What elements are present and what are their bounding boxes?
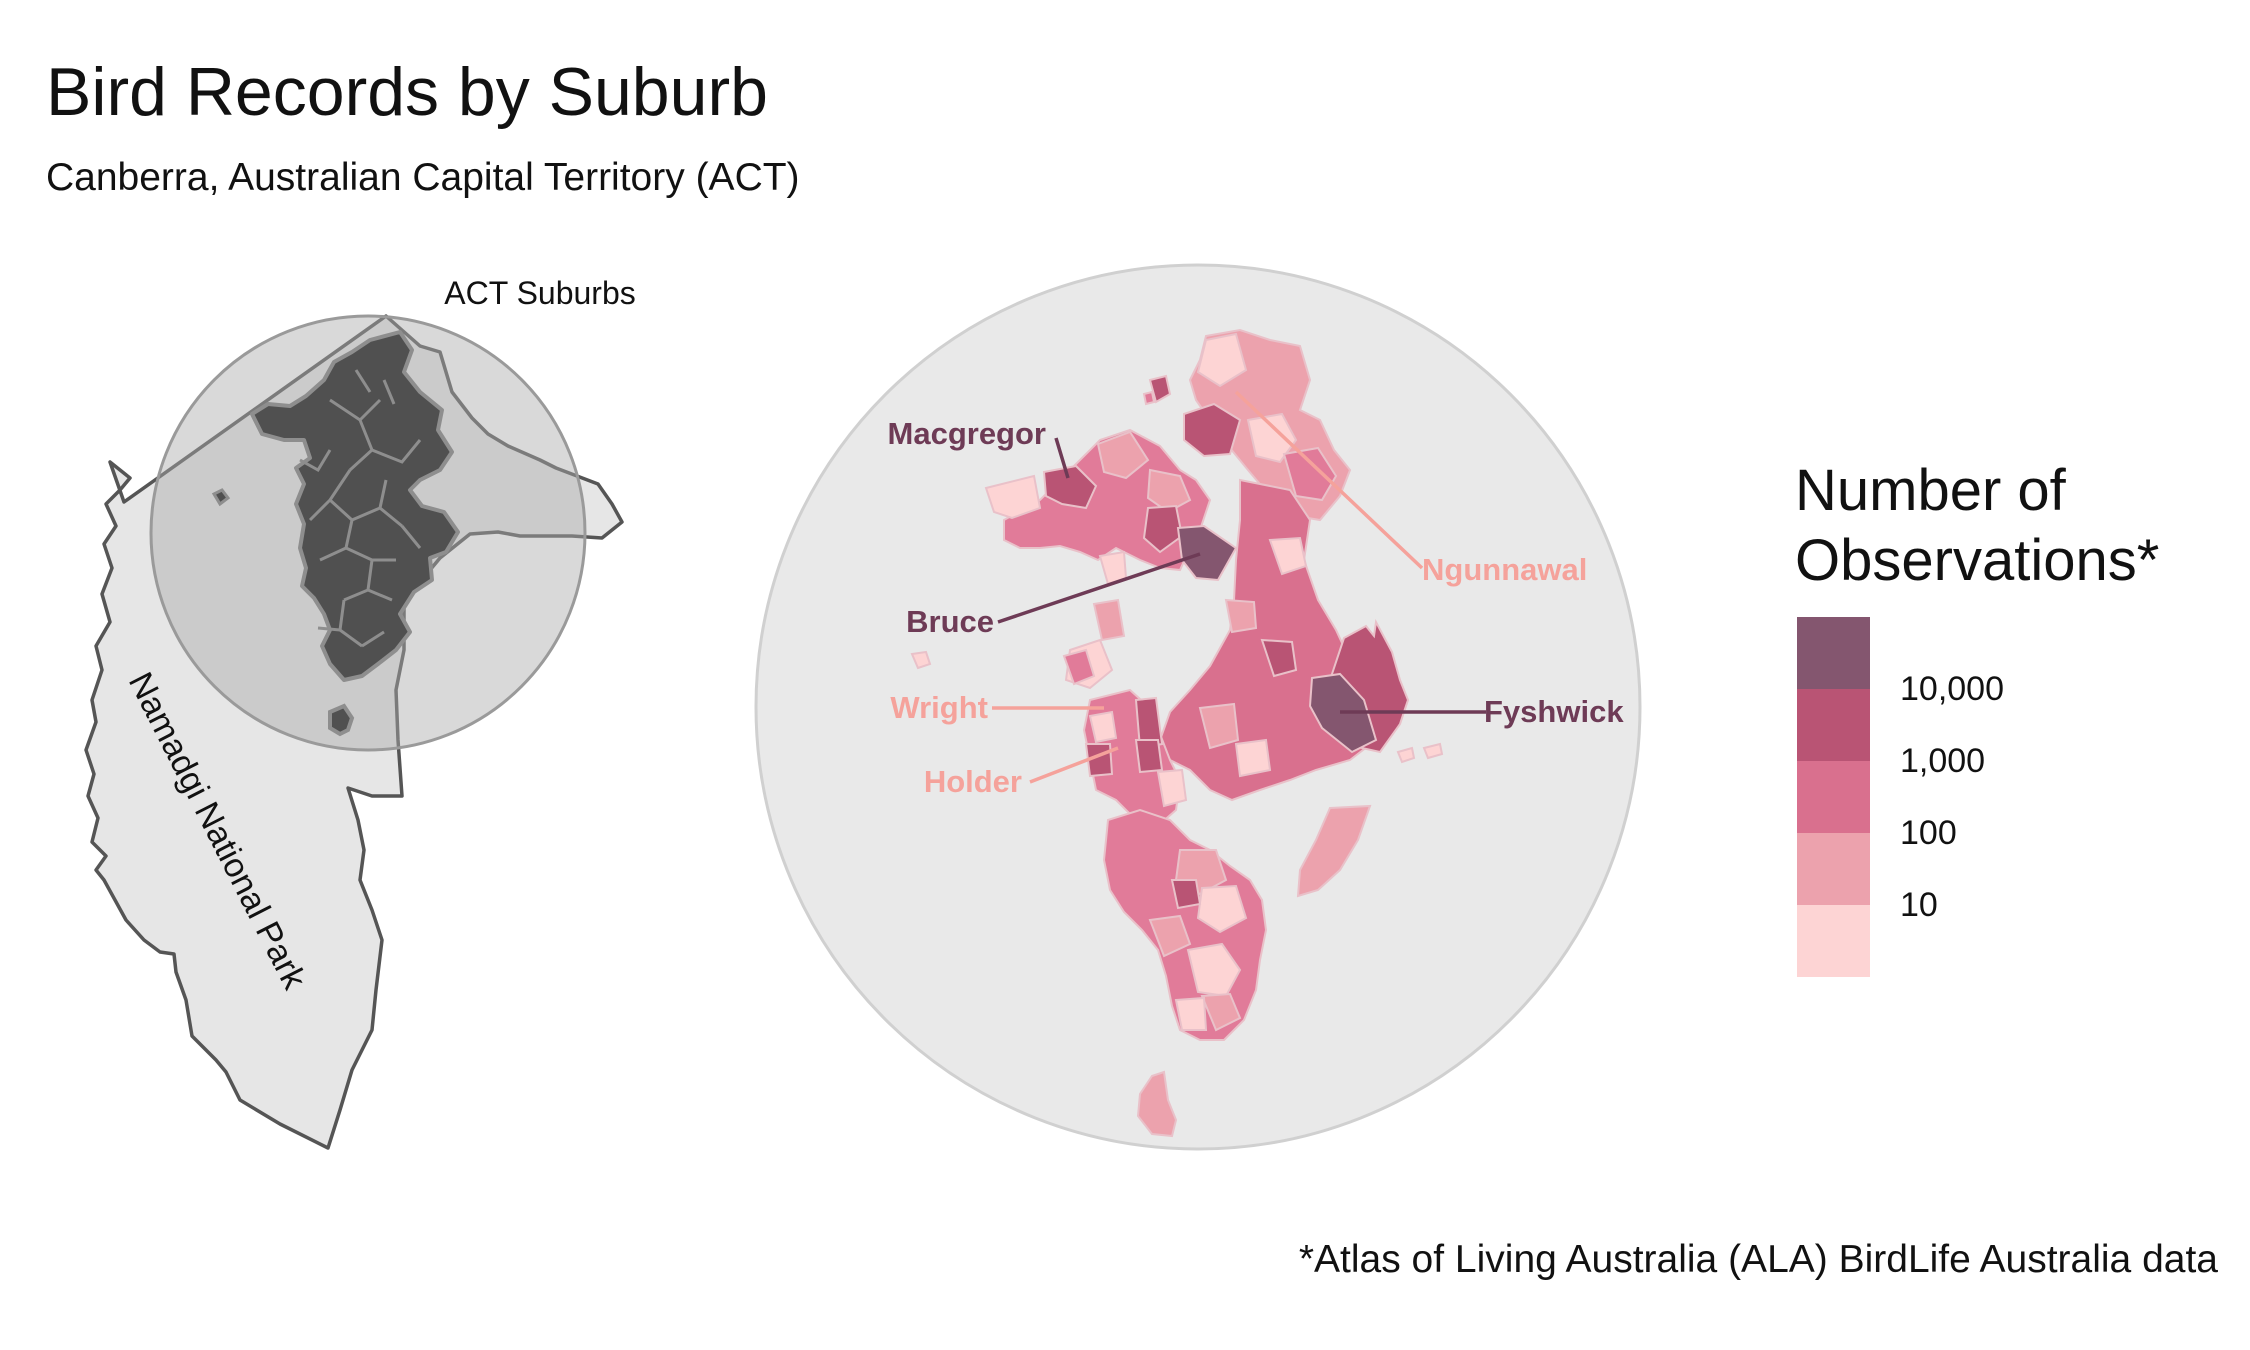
leader-macgregor xyxy=(1054,437,1070,479)
label-wright: Wright xyxy=(890,690,988,725)
label-holder: Holder xyxy=(924,764,1022,799)
suburb-belconnen-dark-a xyxy=(1142,504,1184,554)
inset-suburbs-south xyxy=(328,703,355,737)
suburb-east-strip xyxy=(1396,746,1416,764)
suburb-gungahlin-mid xyxy=(1282,446,1338,502)
suburb-central-dark xyxy=(1260,638,1298,678)
suburb-tugg-lightest-c xyxy=(1174,996,1208,1031)
legend-label-10000: 10,000 xyxy=(1900,670,2004,708)
label-macgregor: Macgregor xyxy=(888,416,1046,451)
leader-bruce xyxy=(997,552,1201,624)
label-ngunnawal: Ngunnawal xyxy=(1422,552,1587,587)
suburb-east-strip-b xyxy=(1422,742,1444,760)
legend-key-3 xyxy=(1797,761,1870,833)
suburb-gungahlin-dark xyxy=(1183,402,1242,458)
legend-key-1 xyxy=(1797,617,1870,689)
legend-key-5 xyxy=(1797,905,1870,977)
suburb-macgregor xyxy=(1042,464,1098,510)
data-source-caption: *Atlas of Living Australia (ALA) BirdLif… xyxy=(1298,1238,2218,1281)
legend-label-100: 100 xyxy=(1900,814,1957,852)
inset-suburb-island-west xyxy=(211,488,231,507)
chart-subtitle: Canberra, Australian Capital Territory (… xyxy=(46,156,800,199)
legend-label-10: 10 xyxy=(1900,886,1938,924)
suburb-mid-patch-pink xyxy=(1092,598,1126,642)
suburb-wright xyxy=(1088,710,1118,744)
legend-key-2 xyxy=(1797,689,1870,761)
suburb-gungahlin-lightest xyxy=(1196,332,1248,388)
suburb-weston-lightest xyxy=(1156,768,1188,808)
label-fyshwick: Fyshwick xyxy=(1484,694,1624,729)
suburb-ngunnawal xyxy=(1246,412,1298,464)
suburb-tugg-lightest-a xyxy=(1196,884,1248,934)
suburb-weston-dark-b xyxy=(1134,739,1164,774)
leader-ngunnawal xyxy=(1234,390,1424,570)
suburb-islet-west xyxy=(910,650,932,670)
legend-key-4 xyxy=(1797,833,1870,905)
inset-circle-label: ACT Suburbs xyxy=(444,275,636,311)
suburb-weston-dark-a xyxy=(1134,696,1164,750)
legend-title-line-2: Observations* xyxy=(1795,528,2160,593)
suburb-tugg-dark xyxy=(1170,879,1202,910)
suburb-central-lightest xyxy=(1268,536,1308,576)
suburb-tugg-lightest-b xyxy=(1186,942,1242,998)
suburb-mid-patch-mid xyxy=(1062,648,1096,686)
act-boundary xyxy=(84,314,624,1150)
inset-suburbs-lines xyxy=(299,369,422,648)
suburb-tugg-light-b xyxy=(1148,914,1192,958)
suburb-belconnen-light-b xyxy=(1146,468,1192,514)
suburb-central-light-b xyxy=(1198,702,1240,750)
suburb-far-south xyxy=(1136,1070,1178,1138)
suburb-belconnen-light-a xyxy=(1096,430,1150,480)
suburb-central-light xyxy=(1224,598,1258,634)
leader-holder xyxy=(1029,746,1119,784)
chart-title: Bird Records by Suburb xyxy=(46,54,768,130)
suburb-south-east-strip xyxy=(1296,804,1372,898)
suburb-labels: Macgregor Bruce Wright Holder Ngunnawal … xyxy=(888,390,1624,799)
suburb-isolated-north-west xyxy=(1148,374,1172,404)
act-inset: ACT Suburbs Namadgi National Park xyxy=(84,275,636,1150)
label-bruce: Bruce xyxy=(906,604,994,639)
main-map xyxy=(754,263,1642,1151)
legend-title: Number of Observations* xyxy=(1795,462,2159,602)
suburb-central-lightest-b xyxy=(1234,738,1272,778)
suburb-far-west-light xyxy=(984,474,1042,520)
suburb-isolated-north-west-b xyxy=(1142,390,1156,406)
legend-label-1000: 1,000 xyxy=(1900,742,1986,780)
suburb-tugg-light-c xyxy=(1200,992,1242,1032)
legend-title-line-1: Number of xyxy=(1795,458,2066,523)
inset-suburbs-north xyxy=(250,330,460,682)
